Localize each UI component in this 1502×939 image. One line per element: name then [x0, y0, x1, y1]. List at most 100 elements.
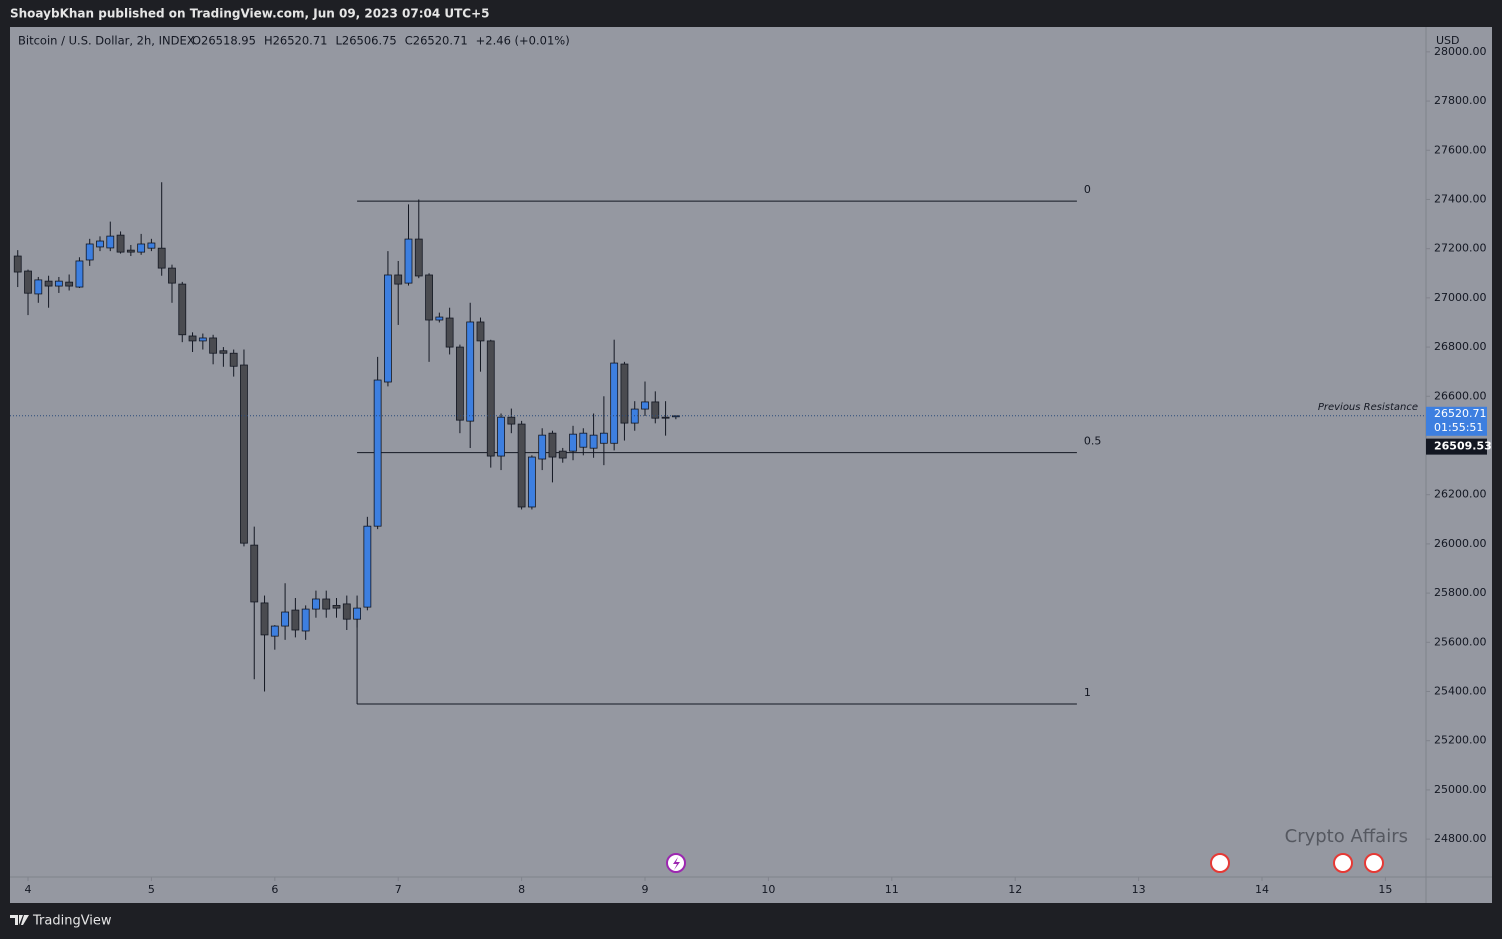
candle-body	[198, 337, 207, 342]
candle-body	[260, 602, 269, 636]
candle-body	[456, 346, 464, 421]
candle-body	[394, 274, 403, 285]
event-icon	[1364, 853, 1384, 873]
candle-body	[342, 603, 351, 620]
candle-body	[312, 598, 320, 610]
y-tick-label: 26800.00	[1434, 340, 1487, 353]
price-axis: 24800.00 25000.00 25200.00 25400.00 25600.00…	[1426, 47, 1487, 845]
candle-body	[507, 416, 516, 425]
candle-body	[116, 234, 125, 253]
candle-body	[651, 401, 660, 419]
y-tick-label: 27400.00	[1434, 192, 1487, 205]
plot: 00.51	[13, 182, 1101, 705]
candle-body	[425, 274, 433, 321]
ohlc-value: +2.46 (+0.01%)	[476, 34, 570, 48]
y-tick-label: 25800.00	[1434, 586, 1487, 599]
candle-body	[569, 433, 577, 452]
candle-body	[322, 598, 331, 610]
candle-body	[497, 416, 505, 457]
candle-body	[209, 337, 218, 354]
event-icon	[673, 857, 680, 870]
x-tick-label: 15	[1378, 883, 1392, 896]
ohlc-value: O26518.95	[192, 34, 256, 48]
countdown: 01:55:51	[1434, 421, 1483, 434]
tv-logo	[10, 915, 29, 925]
candle-body	[85, 243, 94, 261]
fib-price-label: 26509.53	[1434, 440, 1492, 453]
ohlc-value: L26506.75	[335, 34, 396, 48]
x-tick-label: 11	[885, 883, 899, 896]
x-tick-label: 9	[642, 883, 649, 896]
candle-body	[96, 240, 104, 248]
candle-body	[34, 279, 43, 295]
candle-body	[589, 434, 598, 449]
candle-body	[44, 280, 53, 287]
ohlc-value: H26520.71	[264, 34, 328, 48]
candle-body	[65, 281, 74, 287]
x-tick-label: 13	[1132, 883, 1146, 896]
candle-body	[229, 352, 238, 367]
candle-body	[435, 316, 444, 321]
candle-body	[445, 317, 454, 348]
candle-body	[538, 434, 547, 460]
candle-body	[404, 238, 413, 284]
footer-brand: TradingView	[32, 914, 112, 929]
y-tick-label: 27000.00	[1434, 291, 1487, 304]
candle-body	[75, 260, 84, 288]
candle-body	[476, 321, 485, 342]
candle-body	[13, 255, 22, 273]
candle-body	[548, 432, 557, 458]
y-tick-label: 27800.00	[1434, 94, 1487, 107]
candle-body	[363, 525, 372, 608]
y-tick-label: 27200.00	[1434, 242, 1487, 255]
event-icon	[1210, 853, 1230, 873]
x-tick-label: 7	[395, 883, 402, 896]
candle-body	[661, 416, 670, 419]
fib-price-box	[1426, 438, 1487, 455]
candle-body	[281, 611, 289, 627]
x-tick-label: 4	[25, 883, 32, 896]
watermark: Crypto Affairs	[1285, 826, 1408, 847]
candle-body	[250, 544, 259, 603]
candle-body	[332, 604, 341, 609]
candle-body	[466, 321, 475, 422]
candle-body	[24, 270, 32, 294]
candle-body	[270, 625, 279, 637]
candle-body	[353, 607, 361, 620]
y-tick-label: 26000.00	[1434, 537, 1487, 550]
candle-body	[384, 274, 392, 383]
candle-body	[527, 456, 536, 508]
candle-body	[126, 249, 135, 253]
candle-body	[54, 280, 63, 287]
candle-body	[414, 238, 423, 277]
y-tick-label: 27600.00	[1434, 143, 1487, 156]
published-line: ShoaybKhan published on TradingView.com,…	[10, 7, 490, 21]
y-tick-label: 25200.00	[1434, 734, 1487, 747]
y-tick-label: 25000.00	[1434, 783, 1487, 796]
candle-body	[579, 432, 588, 448]
candle-body	[157, 247, 166, 269]
candle-body	[168, 267, 176, 284]
candle-body	[219, 350, 228, 354]
candle-body	[517, 423, 526, 508]
candle-body	[188, 335, 197, 342]
candle-body	[373, 379, 382, 527]
x-tick-label: 6	[271, 883, 278, 896]
candle-body	[620, 363, 629, 424]
y-tick-label: 25600.00	[1434, 635, 1487, 648]
ohlc-value: C26520.71	[405, 34, 468, 48]
candle-body	[178, 283, 187, 336]
candle-body	[486, 340, 495, 457]
currency: USD	[1436, 34, 1460, 47]
chart-frame	[10, 27, 1492, 903]
x-tick-label: 14	[1255, 883, 1269, 896]
y-tick-label: 26600.00	[1434, 389, 1487, 402]
candle-body	[641, 401, 649, 410]
x-tick-label: 10	[761, 883, 775, 896]
x-tick-label: 5	[148, 883, 155, 896]
y-tick-label: 26200.00	[1434, 488, 1487, 501]
candle-body	[610, 362, 619, 444]
last-price-label: 26520.71	[1434, 407, 1487, 420]
candle-body	[137, 243, 146, 253]
